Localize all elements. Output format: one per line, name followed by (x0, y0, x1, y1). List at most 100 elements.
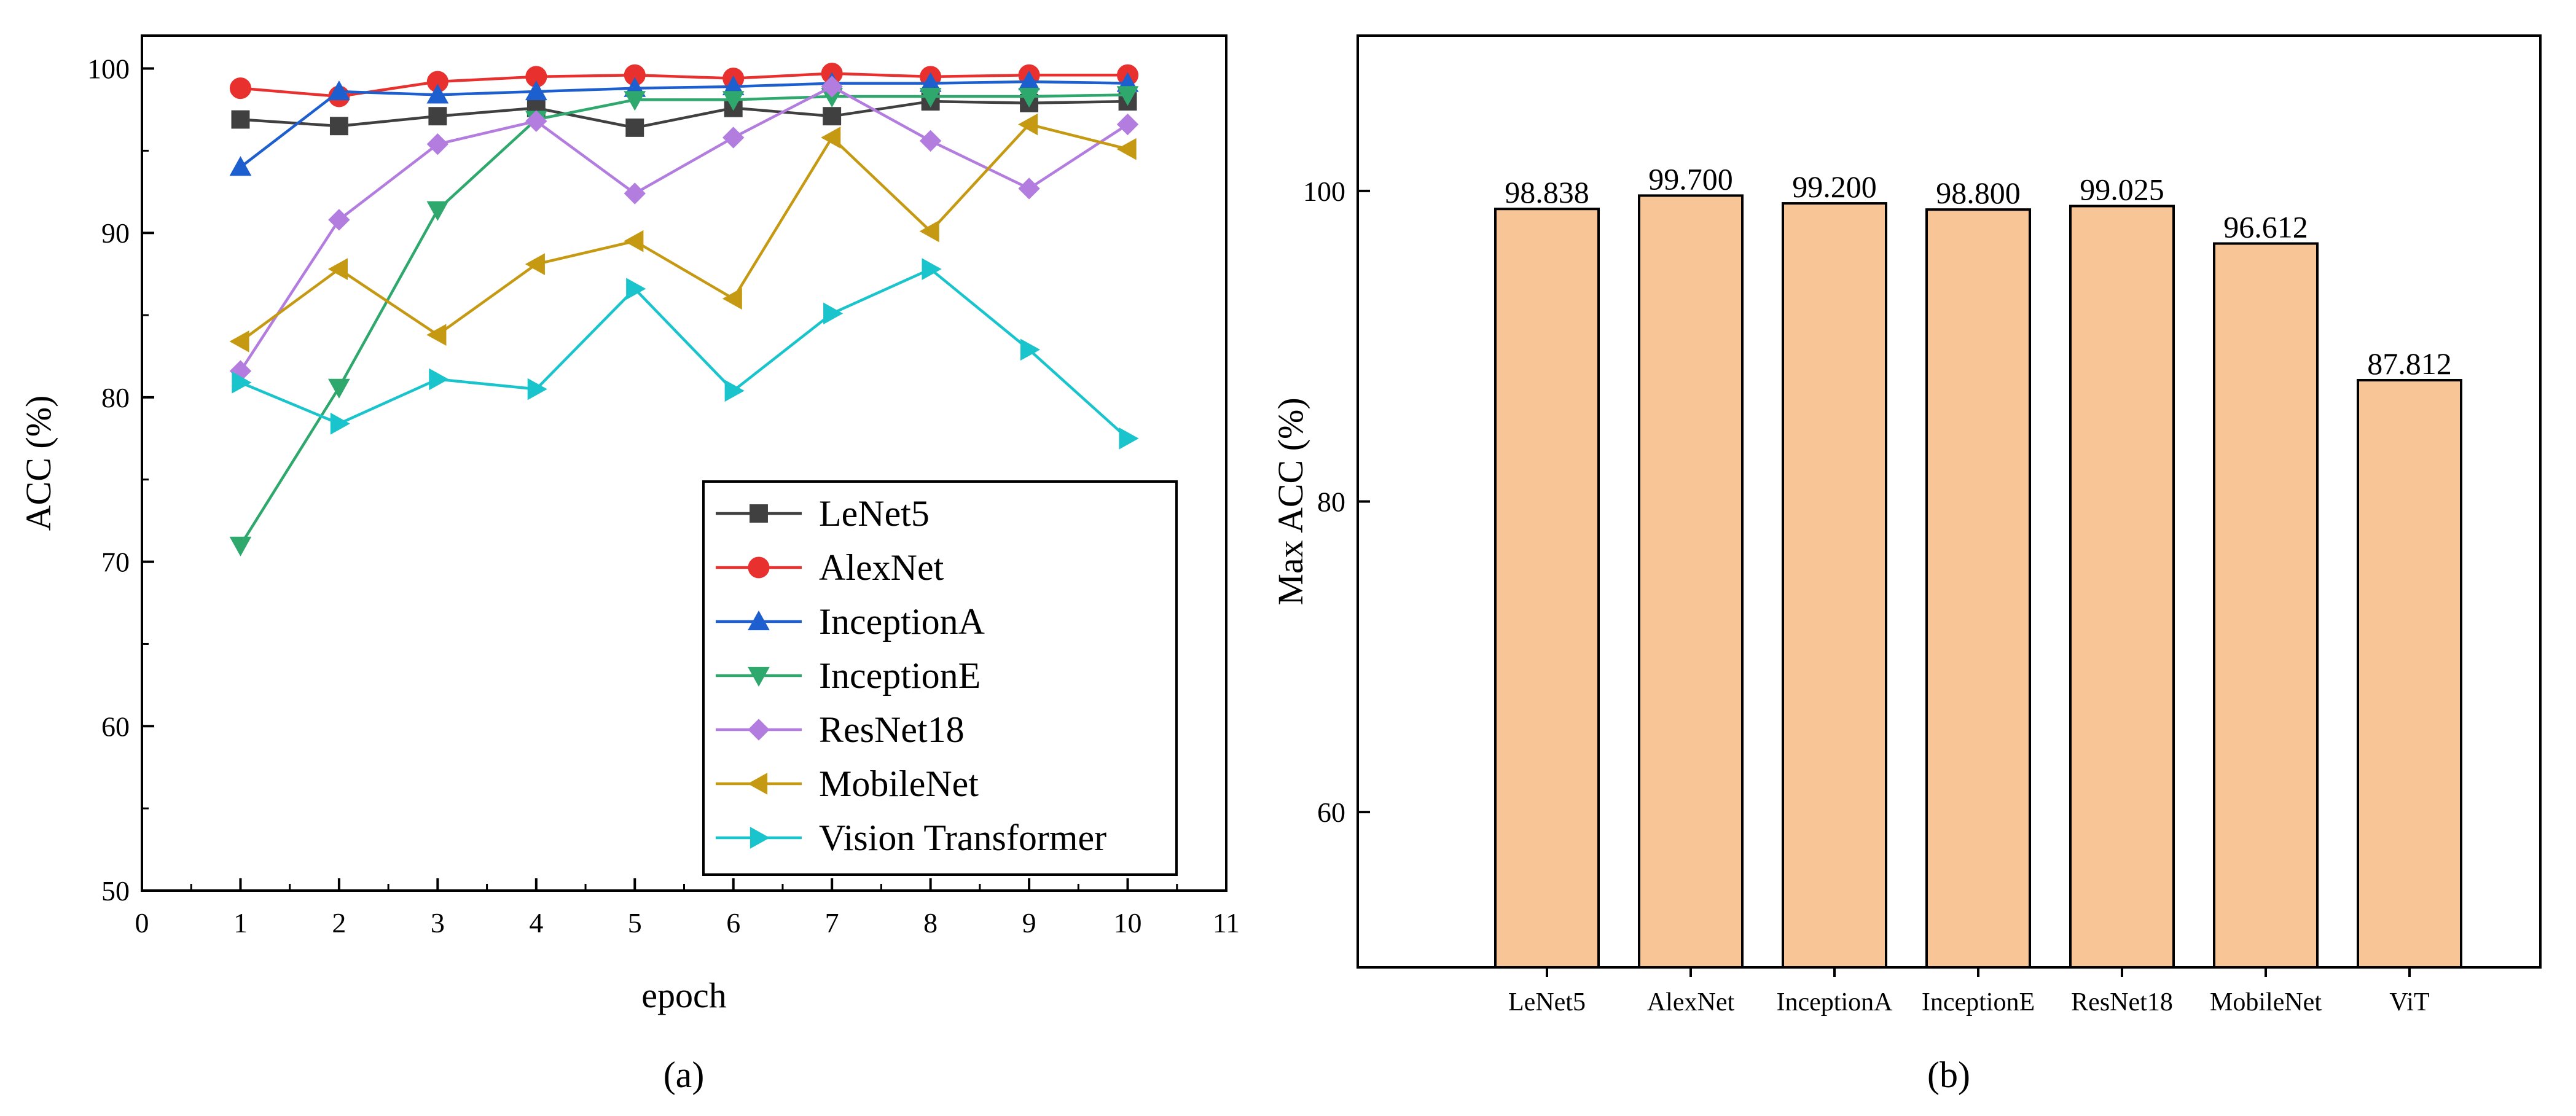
data-point (1116, 138, 1137, 160)
legend-label: InceptionE (819, 655, 981, 696)
x-tick-label: 9 (1022, 907, 1036, 938)
line-chart-y-axis-title: ACC (%) (18, 396, 58, 531)
x-tick-label: 3 (431, 907, 445, 938)
x-tick-label: 7 (825, 907, 839, 938)
data-point (525, 253, 545, 275)
bar-chart-x-tick-labels: LeNet5 AlexNet InceptionA InceptionE ResNet1… (1508, 988, 2430, 1016)
y-tick-label: 100 (1303, 176, 1345, 207)
data-point (328, 80, 350, 101)
data-point (525, 110, 547, 132)
line-chart-legend: LeNet5 AlexNet InceptionA InceptionE ResNet1… (702, 480, 1178, 876)
caption-b: (b) (1927, 1055, 1970, 1095)
data-point (327, 258, 348, 280)
data-point (722, 287, 742, 310)
data-point (625, 118, 644, 137)
data-point (232, 371, 252, 394)
data-point (426, 84, 449, 104)
x-tick-label: 1 (233, 907, 248, 938)
bar (2357, 378, 2462, 969)
y-tick-label: 80 (101, 382, 130, 413)
legend-item: ResNet18 (716, 709, 965, 750)
data-point (426, 201, 449, 221)
line-chart-panel: 0 1 2 3 4 5 6 7 8 9 10 11 50 60 70 80 90 100 epoch ACC (… (18, 34, 1240, 1015)
x-tick-label: ResNet18 (2071, 988, 2173, 1016)
y-tick-label: 70 (101, 547, 130, 578)
series-lenet5 (231, 92, 1137, 137)
y-tick-label: 90 (101, 217, 130, 249)
data-point (525, 80, 547, 101)
series-vision-transformer (232, 258, 1139, 450)
series-line (240, 123, 1129, 343)
series-resnet18 (229, 76, 1139, 382)
data-point (722, 127, 745, 149)
bar-chart-bars (1494, 194, 2462, 969)
data-point (1119, 427, 1139, 450)
data-point (1018, 178, 1040, 200)
legend-item: MobileNet (716, 763, 979, 804)
data-point (229, 156, 252, 176)
x-tick-label: 5 (628, 907, 642, 938)
data-point (724, 380, 745, 402)
x-tick-label: MobileNet (2210, 988, 2322, 1016)
legend-label: Vision Transformer (819, 817, 1106, 858)
legend-item: AlexNet (716, 547, 944, 588)
x-tick-label: ViT (2389, 988, 2429, 1016)
bar (2213, 242, 2319, 969)
data-point (919, 220, 939, 243)
bar (1782, 202, 1887, 969)
data-point (919, 87, 942, 108)
series-line (240, 100, 1128, 130)
legend-marker (750, 504, 768, 523)
bar-value-label: 96.612 (2223, 209, 2308, 244)
data-point (328, 209, 350, 231)
bar (1494, 208, 1600, 969)
data-point (231, 110, 250, 129)
y-tick-label: 60 (101, 711, 130, 742)
legend-label: InceptionA (819, 601, 985, 642)
x-tick-label: AlexNet (1647, 988, 1735, 1016)
data-point (922, 258, 942, 280)
data-point (426, 324, 447, 346)
data-point (426, 133, 449, 155)
y-tick-label: 100 (87, 53, 130, 85)
bar-chart-panel: 60 80 100 LeNet5 AlexNet InceptionA Inception… (1270, 34, 2542, 1016)
data-point (821, 127, 841, 149)
bar-chart-value-labels: 98.838 99.700 99.200 98.800 99.025 96.612 87.8… (1505, 162, 2452, 381)
x-tick-label: 8 (923, 907, 938, 938)
legend-label: MobileNet (819, 763, 979, 804)
bar-chart-y-axis-title: Max ACC (%) (1270, 397, 1310, 605)
data-point (229, 77, 251, 100)
line-chart-plot-frame (141, 34, 1227, 892)
data-point (329, 117, 348, 136)
x-tick-label: LeNet5 (1508, 988, 1586, 1016)
legend-item: LeNet5 (716, 493, 930, 534)
bar-value-label: 98.838 (1505, 175, 1589, 209)
x-tick-label: 6 (726, 907, 740, 938)
bar-value-label: 99.200 (1792, 170, 1877, 204)
data-point (821, 76, 843, 98)
bar (2069, 205, 2175, 969)
caption-a: (a) (664, 1055, 705, 1095)
bar-value-label: 99.700 (1648, 162, 1733, 196)
legend-marker (748, 666, 770, 687)
data-point (624, 230, 644, 252)
data-point (823, 107, 842, 126)
line-chart-y-tick-labels: 50 60 70 80 90 100 (87, 53, 130, 907)
x-tick-label: 10 (1114, 907, 1142, 938)
data-point (722, 91, 745, 111)
x-tick-label: InceptionA (1777, 988, 1893, 1016)
data-point (328, 378, 350, 399)
bar-value-label: 99.025 (2080, 172, 2164, 206)
x-tick-label: 4 (529, 907, 543, 938)
series-line (239, 93, 1128, 547)
series-line (240, 267, 1129, 440)
data-point (626, 278, 646, 300)
legend-item: InceptionE (716, 655, 981, 696)
data-point (330, 412, 350, 435)
data-point (428, 107, 447, 126)
data-point (429, 368, 449, 391)
x-tick-label: InceptionE (1922, 988, 2035, 1016)
y-tick-label: 80 (1317, 486, 1345, 518)
line-chart-series (229, 63, 1139, 556)
